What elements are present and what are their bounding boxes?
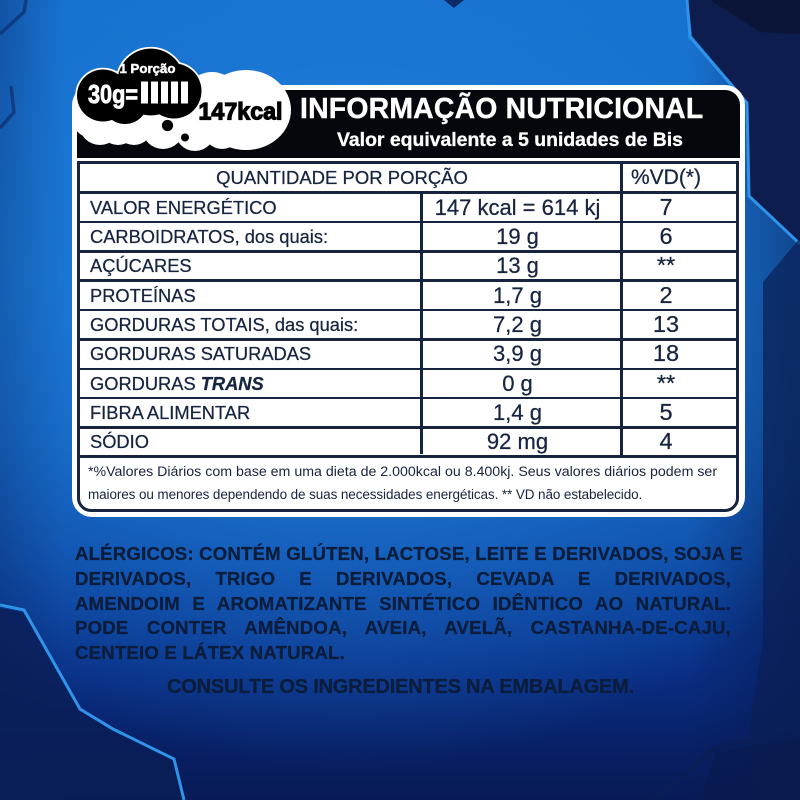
svg-text:30g=: 30g= bbox=[88, 79, 138, 109]
svg-text:1 Porção: 1 Porção bbox=[120, 61, 176, 76]
svg-text:147kcal: 147kcal bbox=[199, 98, 283, 125]
